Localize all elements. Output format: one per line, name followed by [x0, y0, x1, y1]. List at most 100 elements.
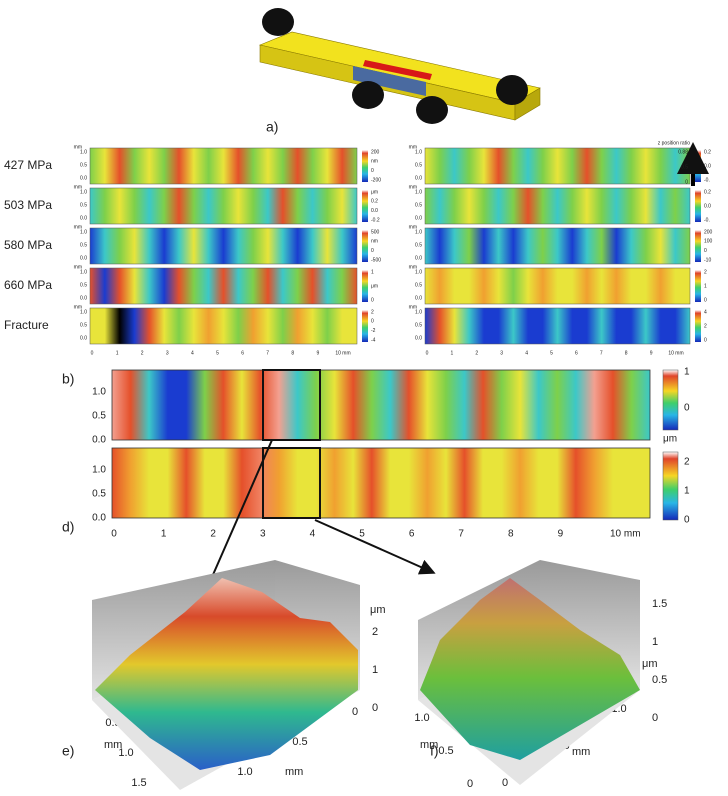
strain-map: [425, 228, 690, 264]
y-tick-label: 1.0: [80, 309, 87, 315]
z-label: z position ratio: [658, 140, 690, 146]
z-tick: 0: [652, 712, 658, 724]
colorbar-tick: 0.0: [704, 163, 711, 169]
y-tick-label: 0.0: [80, 215, 87, 221]
colorbar-tick: nm: [371, 239, 378, 245]
colorbar-tick: 500: [371, 229, 380, 235]
stress-label: 427 MPa: [4, 158, 52, 172]
x-tick-label: 5: [216, 350, 219, 356]
axis-tick: 1.0: [118, 747, 133, 759]
colorbar-tick: 0.2: [704, 189, 711, 195]
axis-tick: 0.5: [292, 736, 307, 748]
colorbar-tick: -2: [371, 328, 376, 334]
colorbar: [695, 230, 701, 262]
y-tick-label: 1.0: [80, 149, 87, 155]
figure: a)427 MPamm1.00.50.0200nm0-200503 MPamm1…: [0, 0, 728, 796]
x-tick-label: 5: [359, 529, 365, 540]
strain-map: [90, 268, 357, 304]
colorbar: [695, 270, 701, 302]
strain-map: [425, 148, 690, 184]
z-tick: 1: [372, 664, 378, 676]
y-tick-label: 0.5: [415, 162, 422, 168]
x-tick-label: 7: [458, 529, 464, 540]
x-tick-label: 6: [241, 350, 244, 356]
x-tick-label: 0: [91, 350, 94, 356]
strain-map: [425, 268, 690, 304]
x-tick-label: 2: [141, 350, 144, 356]
colorbar-tick: 0: [371, 297, 374, 303]
colorbar-tick: 0: [704, 297, 707, 303]
y-tick-label: 0.0: [80, 255, 87, 261]
colorbar-tick: nm: [371, 159, 378, 165]
colorbar-tick: μm: [371, 283, 378, 289]
colorbar-tick: -10: [704, 257, 711, 263]
y-tick-label: 1.0: [92, 465, 106, 476]
colorbar-tick: -0.2: [371, 217, 380, 223]
x-tick-label: 3: [260, 529, 266, 540]
z-unit: μm: [370, 604, 386, 616]
strain-map: [425, 188, 690, 224]
colorbar-tick: 0: [371, 248, 374, 254]
beam-illustration: [260, 8, 540, 124]
y-tick-label: 0.0: [92, 513, 106, 524]
x-tick-label: 3: [166, 350, 169, 356]
x-tick-label: 1: [161, 529, 167, 540]
colorbar-tick: 0.2: [704, 149, 711, 155]
strain-map: [425, 308, 690, 344]
y-tick-label: 0.5: [415, 322, 422, 328]
y-tick-label: 0.5: [415, 242, 422, 248]
y-tick-label: 1.0: [80, 189, 87, 195]
y-tick-label: 1.0: [415, 309, 422, 315]
colorbar: [362, 310, 368, 342]
colorbar: [362, 270, 368, 302]
colorbar: [663, 370, 678, 430]
x-tick-label: 9: [650, 350, 653, 356]
x-tick-label: 8: [625, 350, 628, 356]
axis-unit: mm: [420, 739, 438, 751]
y-tick-label: 0.0: [415, 215, 422, 221]
y-tick-label: 0.5: [80, 322, 87, 328]
colorbar-tick: 200: [704, 229, 713, 235]
arrow: [315, 520, 432, 572]
strain-map: [90, 228, 357, 264]
colorbar-tick: -4: [371, 337, 376, 343]
y-tick-label: 1.0: [92, 387, 106, 398]
stress-label: 580 MPa: [4, 238, 52, 252]
height-map: [112, 370, 650, 440]
colorbar-tick: 0.2: [371, 199, 378, 205]
z-tick: 0: [685, 179, 688, 185]
y-tick-label: 0.0: [80, 335, 87, 341]
axis-tick: 1.0: [414, 712, 429, 724]
y-tick-label: 0.5: [80, 202, 87, 208]
z-tick: 0.5: [652, 674, 667, 686]
colorbar: [663, 452, 678, 520]
z-tick: 1: [652, 636, 658, 648]
height-map: [112, 448, 650, 518]
colorbar-tick: -0.: [704, 217, 710, 223]
panel-label: b): [62, 371, 74, 387]
x-tick-label: 7: [600, 350, 603, 356]
strain-map: [90, 148, 357, 184]
x-tick-label: 10 mm: [668, 350, 683, 356]
y-tick-label: 0.5: [80, 282, 87, 288]
colorbar-tick: 100: [704, 239, 713, 245]
x-tick-label: 6: [409, 529, 415, 540]
y-tick-label: 1.0: [80, 229, 87, 235]
z-unit: μm: [642, 658, 658, 670]
y-tick-label: 1.0: [415, 269, 422, 275]
colorbar-unit: μm: [663, 434, 677, 445]
x-tick-label: 4: [310, 529, 316, 540]
x-tick-label: 1: [451, 350, 454, 356]
colorbar-tick: -500: [371, 257, 381, 263]
y-tick-label: 0.0: [415, 295, 422, 301]
panel-label: a): [266, 119, 278, 135]
panel-label: d): [62, 519, 74, 535]
colorbar-tick: 1: [684, 367, 690, 378]
axis-tick: 0: [467, 778, 473, 790]
axis-tick: 1.0: [237, 766, 252, 778]
stress-label: Fracture: [4, 318, 49, 332]
colorbar-tick: 0: [684, 515, 690, 526]
z-tick: 2: [372, 626, 378, 638]
axis-unit: mm: [572, 746, 590, 758]
y-tick-label: 0.5: [415, 202, 422, 208]
